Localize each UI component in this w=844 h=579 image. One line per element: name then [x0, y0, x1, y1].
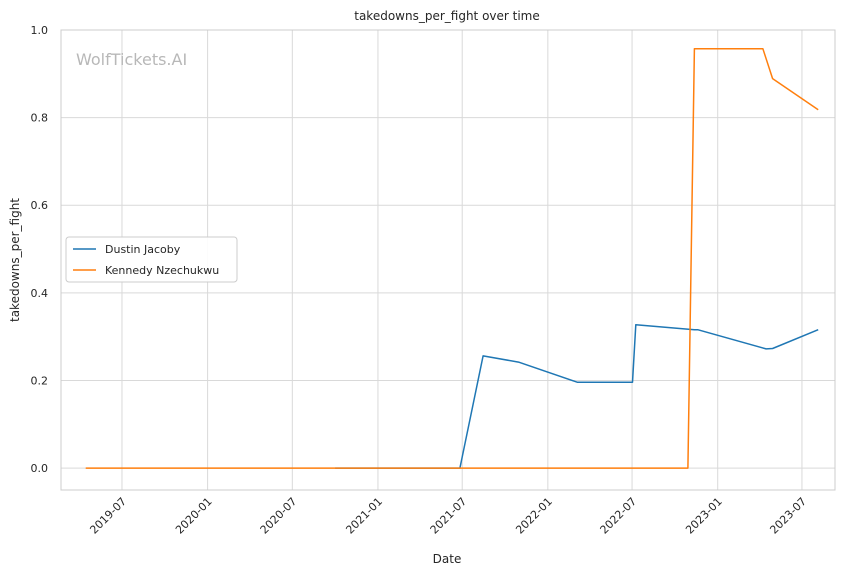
- legend: Dustin Jacoby Kennedy Nzechukwu: [65, 236, 238, 283]
- y-tick-label: 0.8: [31, 112, 49, 125]
- x-tick-label: 2022-01: [513, 495, 555, 537]
- x-tick-label: 2019-07: [87, 495, 129, 537]
- watermark: WolfTickets.AI: [76, 50, 187, 69]
- y-tick-label: 0.6: [31, 199, 49, 212]
- x-axis-label: Date: [433, 552, 462, 566]
- legend-label: Kennedy Nzechukwu: [105, 264, 219, 277]
- series-line: [335, 324, 819, 469]
- x-tick-label: 2023-01: [683, 495, 725, 537]
- grid: [61, 29, 835, 490]
- legend-label: Dustin Jacoby: [105, 243, 181, 256]
- series-lines: [85, 48, 819, 469]
- series-line: [85, 48, 819, 469]
- x-tick-label: 2022-07: [597, 495, 639, 537]
- x-tick-label: 2021-07: [428, 495, 470, 537]
- legend-box: [65, 236, 238, 283]
- x-tick-label: 2023-07: [767, 495, 809, 537]
- x-tick-label: 2020-01: [173, 495, 215, 537]
- chart-title: takedowns_per_fight over time: [354, 9, 540, 23]
- y-tick-label: 0.0: [31, 462, 49, 475]
- x-tick-label: 2020-07: [258, 495, 300, 537]
- y-axis-label: takedowns_per_fight: [8, 198, 22, 322]
- y-tick-label: 0.4: [31, 287, 49, 300]
- x-tick-label: 2021-01: [343, 495, 385, 537]
- axes: [60, 29, 836, 491]
- y-tick-label: 0.2: [31, 374, 49, 387]
- y-tick-label: 1.0: [31, 24, 49, 37]
- plot-frame: [60, 29, 836, 491]
